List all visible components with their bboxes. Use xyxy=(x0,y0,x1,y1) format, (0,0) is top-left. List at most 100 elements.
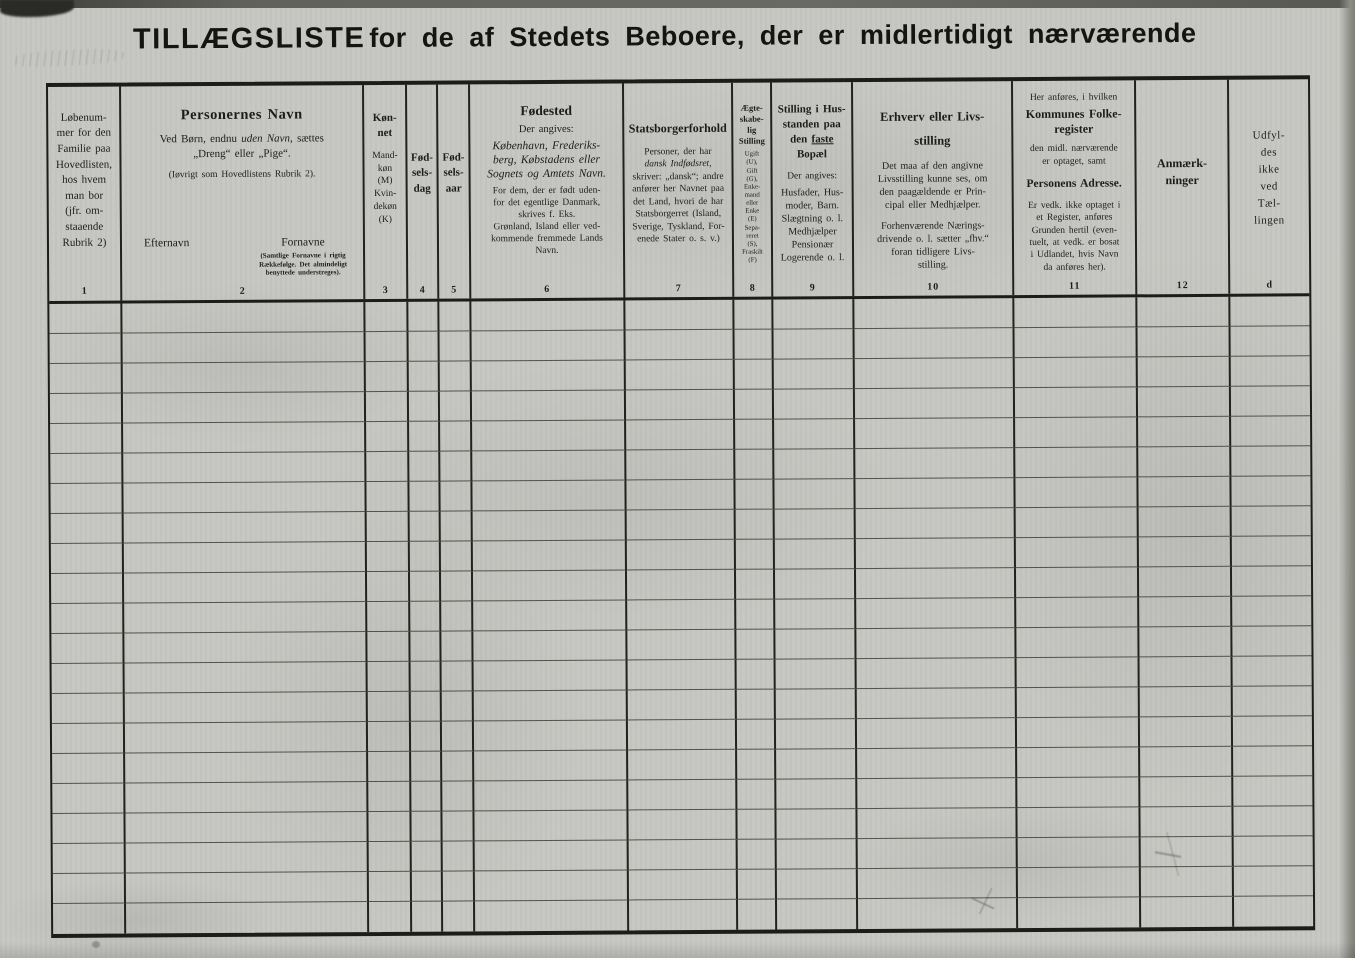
table-cell xyxy=(1015,537,1139,569)
table-cell xyxy=(123,482,367,514)
header-register-title: Kommunes Folke- register xyxy=(1025,106,1122,137)
table-cell xyxy=(439,301,472,332)
table-cell xyxy=(367,721,412,753)
table-cell xyxy=(1138,536,1232,568)
table-cell xyxy=(1140,776,1234,808)
table-cell xyxy=(471,360,626,392)
table-cell xyxy=(857,838,1018,870)
table-cell xyxy=(1139,596,1233,628)
page-title-rest: for de af Stedets Beboere, der er midler… xyxy=(369,17,1197,54)
table-cell xyxy=(1137,326,1231,358)
table-cell xyxy=(626,509,736,541)
table-cell xyxy=(628,779,738,811)
table-cell xyxy=(776,839,858,870)
table-cell xyxy=(126,902,370,934)
table-cell xyxy=(123,512,367,544)
table-cell xyxy=(1138,446,1232,478)
table-cell xyxy=(411,811,443,842)
table-cell xyxy=(1015,417,1139,449)
header-note: Er vedk. ikke optaget i et Register, anf… xyxy=(1028,200,1121,273)
table-cell xyxy=(855,418,1016,450)
table-cell xyxy=(368,841,412,873)
table-cell xyxy=(442,751,475,782)
table-cell xyxy=(1017,897,1142,929)
table-cell xyxy=(626,479,736,511)
table-cell xyxy=(1231,566,1312,597)
table-cell xyxy=(734,329,774,360)
header-subnote: (Iøvrigt som Hovedlistens Rubrik 2). xyxy=(168,168,316,180)
table-cell xyxy=(1231,446,1311,477)
census-table: Løbenum- mer for den Familie paa Hovedli… xyxy=(45,75,1316,938)
table-cell xyxy=(474,810,629,842)
table-cell xyxy=(1232,656,1312,687)
pencil-mark xyxy=(972,888,994,914)
table-cell xyxy=(737,869,777,900)
table-cell xyxy=(1017,777,1141,809)
table-cell xyxy=(773,359,855,390)
table-cell xyxy=(1234,896,1313,926)
table-cell xyxy=(735,449,775,480)
table-cell xyxy=(366,451,410,483)
column-header-konnet: Køn- net Mand- køn (M) Kvin- dekøn (K) 3 xyxy=(364,84,409,300)
table-cell xyxy=(776,809,858,840)
table-cell xyxy=(735,479,775,510)
table-cell xyxy=(471,300,626,332)
table-cell xyxy=(736,659,776,690)
table-body xyxy=(49,296,1313,934)
header-note: Mand- køn (M) Kvin- dekøn (K) xyxy=(372,150,398,225)
table-cell xyxy=(123,422,367,454)
table-cell xyxy=(52,873,127,904)
table-cell xyxy=(368,901,413,933)
table-cell xyxy=(408,391,441,422)
table-cell xyxy=(736,689,776,720)
note-text: skriver: „dansk“; andre anfører her Navn… xyxy=(632,159,725,245)
table-cell xyxy=(49,393,124,424)
table-cell xyxy=(368,781,412,813)
table-cell xyxy=(366,421,410,453)
table-cell xyxy=(124,722,369,754)
table-cell xyxy=(472,540,627,572)
table-cell xyxy=(1016,627,1140,659)
table-cell xyxy=(49,363,123,394)
table-cell xyxy=(409,481,441,512)
table-cell xyxy=(1016,717,1141,749)
column-number: 7 xyxy=(675,283,682,295)
table-cell xyxy=(1232,596,1312,627)
scan-right-edge xyxy=(1339,0,1355,958)
header-address-title: Personens Adresse. xyxy=(1026,177,1122,191)
table-cell xyxy=(125,782,369,814)
table-cell xyxy=(50,513,124,544)
header-title: Stilling i Hus- standen paa den faste Bo… xyxy=(778,102,846,162)
table-cell xyxy=(776,749,858,780)
table-cell xyxy=(628,749,738,781)
table-cell xyxy=(367,601,411,633)
table-cell xyxy=(441,691,474,722)
table-cell xyxy=(50,483,124,514)
table-cell xyxy=(411,901,444,932)
table-cell xyxy=(736,719,777,750)
table-cell xyxy=(441,601,474,632)
table-cell xyxy=(735,539,775,570)
firstname-block: Fornavne (Samtlige Fornavne i rigtig Ræk… xyxy=(259,235,347,278)
note-text: Ved Børn, endnu xyxy=(159,132,242,146)
column-header-anmaerkninger: Anmærk- ninger 12 xyxy=(1135,79,1231,295)
table-cell xyxy=(774,569,857,600)
table-cell xyxy=(1233,746,1313,777)
table-cell xyxy=(473,690,628,722)
header-title: Statsborgerforhold xyxy=(628,120,727,136)
firstname-note: (Samtlige Fornavne i rigtig Rækkefølge. … xyxy=(259,250,348,277)
table-cell xyxy=(855,538,1016,570)
table-cell xyxy=(1014,387,1139,419)
column-header-erhverv: Erhverv eller Livs- stilling Det maa af … xyxy=(852,81,1015,297)
table-cell xyxy=(471,330,626,362)
header-note: Ugift (U), Gift (G), Enke- mand eller En… xyxy=(742,150,763,264)
table-cell xyxy=(775,719,858,750)
table-cell xyxy=(1233,836,1313,867)
column-number: 11 xyxy=(1068,280,1081,292)
table-cell xyxy=(1014,357,1138,389)
table-cell xyxy=(1137,386,1232,418)
column-header-stilling-i-husstanden: Stilling i Hus- standen paa den faste Bo… xyxy=(771,82,855,297)
table-cell xyxy=(1231,536,1311,567)
table-cell xyxy=(368,871,412,903)
